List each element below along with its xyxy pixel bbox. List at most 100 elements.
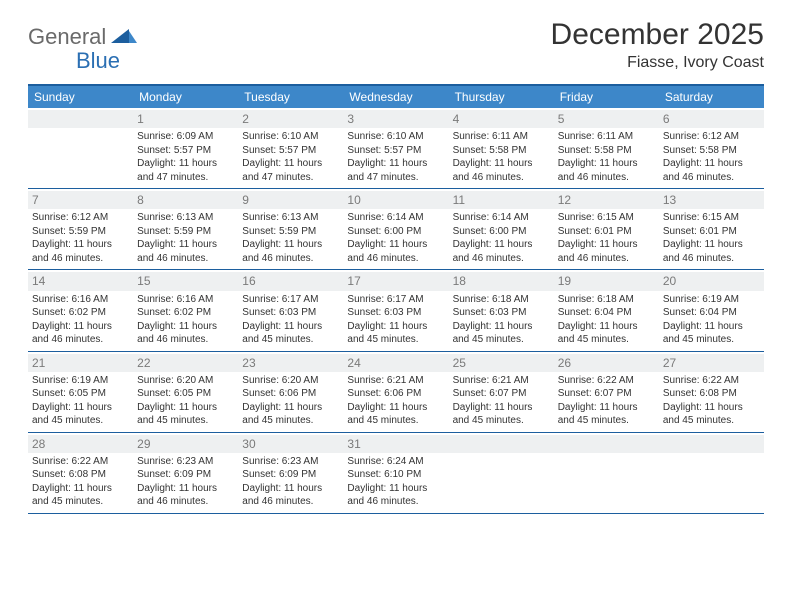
sunrise-text: Sunrise: 6:10 AM [347, 130, 444, 144]
daylight-text: Daylight: 11 hours and 47 minutes. [347, 157, 444, 184]
header: General Blue December 2025 Fiasse, Ivory… [28, 18, 764, 74]
sunrise-text: Sunrise: 6:12 AM [663, 130, 760, 144]
daylight-text: Daylight: 11 hours and 46 minutes. [137, 482, 234, 509]
day-number: 26 [554, 354, 659, 372]
daylight-text: Daylight: 11 hours and 45 minutes. [242, 320, 339, 347]
day-number-empty [554, 435, 659, 453]
calendar-day: 3 Sunrise: 6:10 AMSunset: 5:57 PMDaylight… [343, 108, 448, 188]
month-title: December 2025 [551, 18, 764, 52]
sunset-text: Sunset: 5:57 PM [347, 144, 444, 158]
brand-mark-icon [111, 25, 137, 50]
sunrise-text: Sunrise: 6:11 AM [558, 130, 655, 144]
day-number: 9 [238, 191, 343, 209]
daylight-text: Daylight: 11 hours and 46 minutes. [663, 157, 760, 184]
day-number: 5 [554, 110, 659, 128]
sunset-text: Sunset: 6:01 PM [663, 225, 760, 239]
daylight-text: Daylight: 11 hours and 45 minutes. [347, 401, 444, 428]
calendar-day [659, 433, 764, 513]
sunrise-text: Sunrise: 6:21 AM [453, 374, 550, 388]
calendar-day: 19Sunrise: 6:18 AMSunset: 6:04 PMDayligh… [554, 270, 659, 350]
daylight-text: Daylight: 11 hours and 45 minutes. [453, 320, 550, 347]
sunrise-text: Sunrise: 6:18 AM [558, 293, 655, 307]
day-number: 6 [659, 110, 764, 128]
sunset-text: Sunset: 6:08 PM [32, 468, 129, 482]
daylight-text: Daylight: 11 hours and 45 minutes. [32, 482, 129, 509]
daylight-text: Daylight: 11 hours and 47 minutes. [242, 157, 339, 184]
sunset-text: Sunset: 6:03 PM [242, 306, 339, 320]
sunset-text: Sunset: 6:02 PM [32, 306, 129, 320]
day-number: 16 [238, 272, 343, 290]
weekday-header: Friday [554, 86, 659, 108]
day-number: 31 [343, 435, 448, 453]
sunrise-text: Sunrise: 6:22 AM [558, 374, 655, 388]
sunset-text: Sunset: 6:01 PM [558, 225, 655, 239]
sunset-text: Sunset: 6:06 PM [347, 387, 444, 401]
daylight-text: Daylight: 11 hours and 46 minutes. [137, 238, 234, 265]
sunrise-text: Sunrise: 6:17 AM [242, 293, 339, 307]
day-number: 1 [133, 110, 238, 128]
sunset-text: Sunset: 6:04 PM [663, 306, 760, 320]
daylight-text: Daylight: 11 hours and 46 minutes. [453, 157, 550, 184]
day-number-empty [28, 110, 133, 128]
calendar-day: 7Sunrise: 6:12 AMSunset: 5:59 PMDaylight… [28, 189, 133, 269]
day-number: 30 [238, 435, 343, 453]
brand-text-general: General [28, 24, 106, 50]
sunset-text: Sunset: 6:08 PM [663, 387, 760, 401]
sunrise-text: Sunrise: 6:14 AM [347, 211, 444, 225]
day-number: 10 [343, 191, 448, 209]
daylight-text: Daylight: 11 hours and 46 minutes. [32, 238, 129, 265]
calendar-day: 30Sunrise: 6:23 AMSunset: 6:09 PMDayligh… [238, 433, 343, 513]
day-number: 18 [449, 272, 554, 290]
calendar-week: 21Sunrise: 6:19 AMSunset: 6:05 PMDayligh… [28, 352, 764, 433]
sunrise-text: Sunrise: 6:20 AM [242, 374, 339, 388]
day-number: 2 [238, 110, 343, 128]
sunrise-text: Sunrise: 6:23 AM [137, 455, 234, 469]
sunset-text: Sunset: 6:05 PM [137, 387, 234, 401]
sunrise-text: Sunrise: 6:09 AM [137, 130, 234, 144]
sunset-text: Sunset: 6:09 PM [137, 468, 234, 482]
sunrise-text: Sunrise: 6:15 AM [558, 211, 655, 225]
day-number: 29 [133, 435, 238, 453]
daylight-text: Daylight: 11 hours and 46 minutes. [32, 320, 129, 347]
sunset-text: Sunset: 5:57 PM [242, 144, 339, 158]
sunset-text: Sunset: 6:04 PM [558, 306, 655, 320]
day-number: 3 [343, 110, 448, 128]
calendar-day: 22Sunrise: 6:20 AMSunset: 6:05 PMDayligh… [133, 352, 238, 432]
sunset-text: Sunset: 6:07 PM [558, 387, 655, 401]
weekday-header: Tuesday [238, 86, 343, 108]
day-number: 13 [659, 191, 764, 209]
calendar-day: 6Sunrise: 6:12 AMSunset: 5:58 PMDaylight… [659, 108, 764, 188]
sunrise-text: Sunrise: 6:14 AM [453, 211, 550, 225]
day-number: 22 [133, 354, 238, 372]
day-number: 12 [554, 191, 659, 209]
sunset-text: Sunset: 5:59 PM [137, 225, 234, 239]
sunrise-text: Sunrise: 6:22 AM [32, 455, 129, 469]
weekday-header: Sunday [28, 86, 133, 108]
calendar-day: 4Sunrise: 6:11 AMSunset: 5:58 PMDaylight… [449, 108, 554, 188]
sunset-text: Sunset: 6:03 PM [453, 306, 550, 320]
day-number: 17 [343, 272, 448, 290]
sunrise-text: Sunrise: 6:12 AM [32, 211, 129, 225]
daylight-text: Daylight: 11 hours and 46 minutes. [242, 238, 339, 265]
calendar-day [28, 108, 133, 188]
day-number: 8 [133, 191, 238, 209]
sunrise-text: Sunrise: 6:20 AM [137, 374, 234, 388]
sunset-text: Sunset: 6:02 PM [137, 306, 234, 320]
location-label: Fiasse, Ivory Coast [551, 54, 764, 72]
daylight-text: Daylight: 11 hours and 46 minutes. [558, 157, 655, 184]
brand-text-blue: Blue [76, 48, 120, 74]
daylight-text: Daylight: 11 hours and 45 minutes. [558, 401, 655, 428]
calendar-day: 8Sunrise: 6:13 AMSunset: 5:59 PMDaylight… [133, 189, 238, 269]
daylight-text: Daylight: 11 hours and 45 minutes. [347, 320, 444, 347]
sunset-text: Sunset: 5:58 PM [558, 144, 655, 158]
calendar-week: 28Sunrise: 6:22 AMSunset: 6:08 PMDayligh… [28, 433, 764, 514]
sunset-text: Sunset: 6:10 PM [347, 468, 444, 482]
sunset-text: Sunset: 5:58 PM [453, 144, 550, 158]
calendar-day: 18Sunrise: 6:18 AMSunset: 6:03 PMDayligh… [449, 270, 554, 350]
day-number-empty [449, 435, 554, 453]
sunrise-text: Sunrise: 6:19 AM [663, 293, 760, 307]
day-number: 23 [238, 354, 343, 372]
calendar-day [449, 433, 554, 513]
sunrise-text: Sunrise: 6:11 AM [453, 130, 550, 144]
sunset-text: Sunset: 6:06 PM [242, 387, 339, 401]
